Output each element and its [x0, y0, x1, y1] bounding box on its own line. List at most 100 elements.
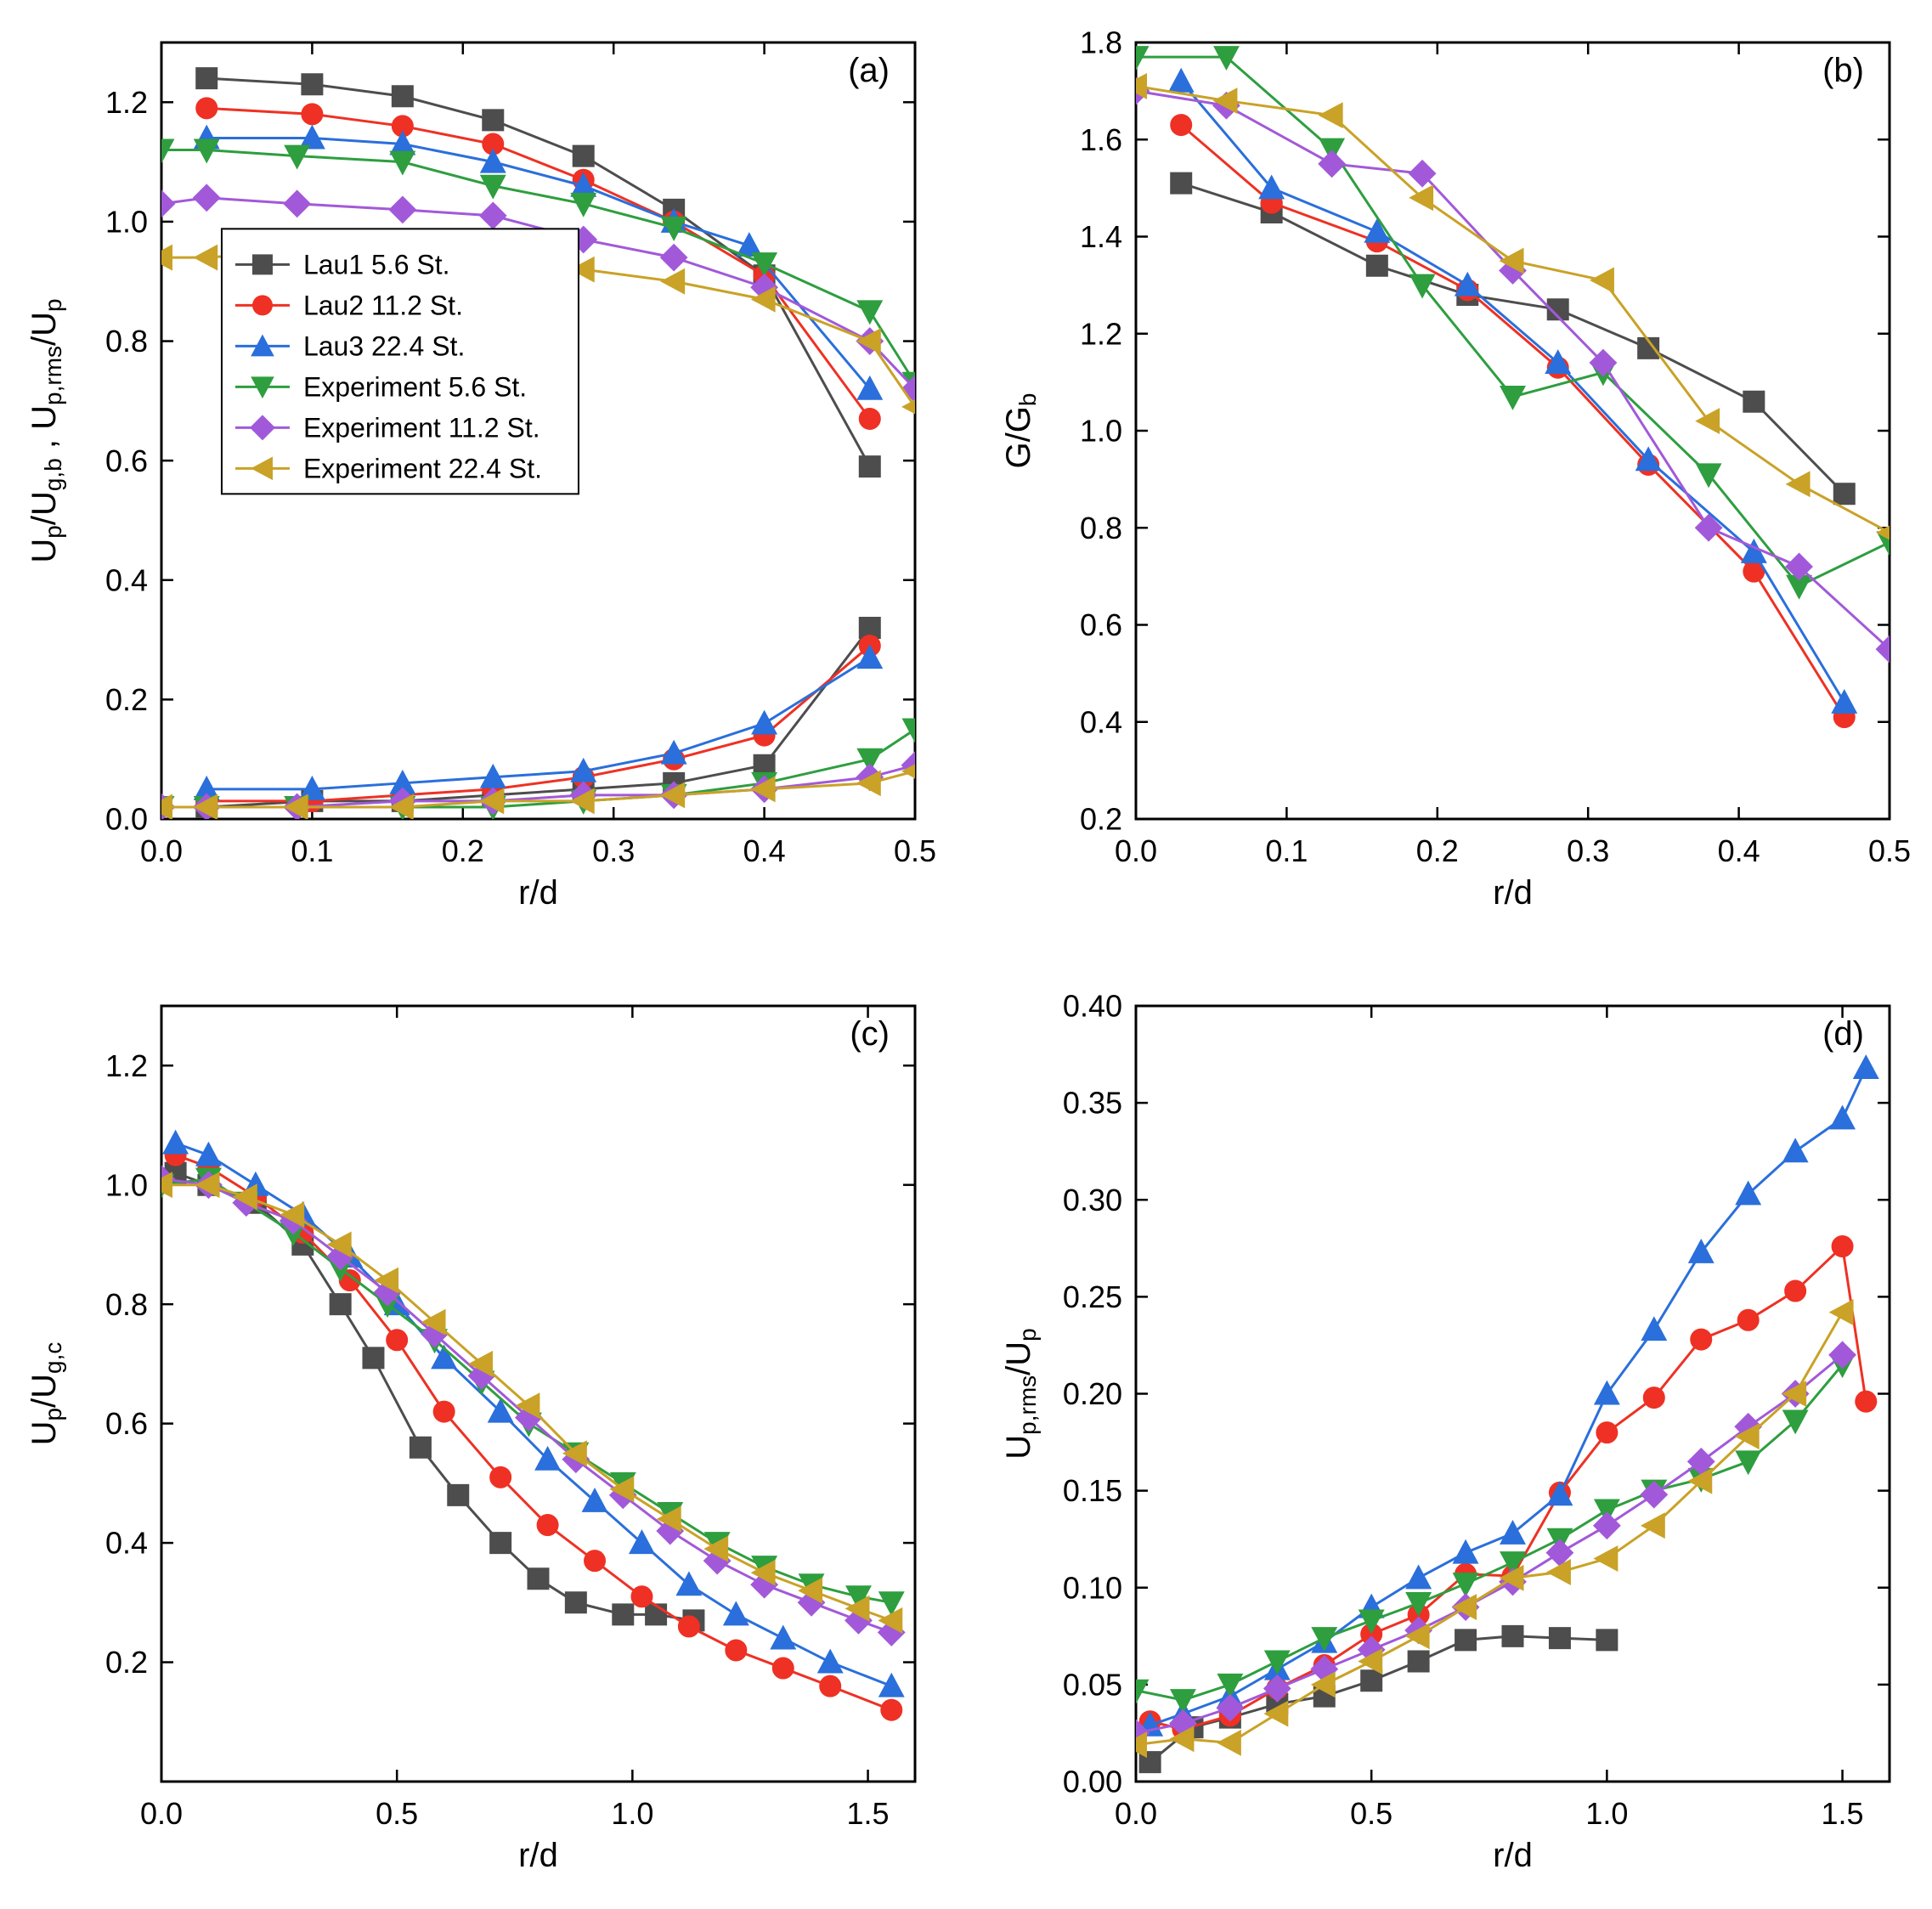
panel-a: 0.00.10.20.30.40.50.00.20.40.60.81.01.2r…	[17, 17, 941, 929]
xtick-label: 1.5	[1822, 1796, 1864, 1831]
ytick-label: 1.0	[105, 205, 148, 240]
ytick-label: 0.10	[1063, 1570, 1122, 1605]
x-axis-label: r/d	[1493, 1837, 1533, 1874]
xtick-label: 0.1	[1265, 833, 1308, 868]
xtick-label: 0.5	[894, 833, 936, 868]
xtick-label: 0.5	[376, 1796, 418, 1831]
marker-lau2	[1691, 1330, 1711, 1350]
marker-exp1	[1501, 387, 1525, 409]
xtick-label: 1.0	[611, 1796, 653, 1831]
marker-lau1	[1503, 1626, 1523, 1646]
marker-lau1	[1361, 1670, 1381, 1691]
ytick-label: 0.15	[1063, 1473, 1122, 1508]
ytick-label: 0.4	[105, 562, 148, 597]
y-axis-label: Up/Ug,c	[25, 1342, 66, 1446]
xtick-label: 1.0	[1585, 1796, 1628, 1831]
marker-exp3	[1831, 1301, 1853, 1324]
marker-lau2	[1833, 1236, 1853, 1257]
ytick-label: 1.4	[1080, 219, 1122, 254]
marker-exp1_top	[572, 194, 596, 216]
xtick-label: 0.5	[1868, 833, 1911, 868]
marker-lau2	[434, 1402, 455, 1422]
marker-exp1	[1172, 1690, 1195, 1712]
marker-lau3	[879, 1675, 903, 1697]
panel-d: 0.00.51.01.50.000.050.100.150.200.250.30…	[991, 980, 1915, 1892]
marker-exp3	[1697, 409, 1719, 433]
ytick-label: 0.2	[1080, 802, 1122, 837]
marker-lau1_top	[573, 146, 594, 167]
marker-lau1	[1596, 1629, 1617, 1650]
marker-lau2	[1785, 1281, 1805, 1302]
legend-label: Lau2 11.2 St.	[303, 291, 463, 321]
ytick-label: 0.8	[1080, 511, 1122, 545]
marker-exp1	[1218, 1675, 1242, 1697]
series-line-exp2	[1136, 91, 1890, 649]
series-line-exp1	[1136, 1364, 1843, 1700]
marker-lau2	[1171, 115, 1191, 135]
marker-lau3	[1501, 1522, 1525, 1544]
marker-lau3	[1454, 1541, 1477, 1563]
marker-lau3	[1596, 1382, 1619, 1404]
ytick-label: 0.8	[105, 324, 148, 359]
marker-lau1	[1550, 1628, 1570, 1648]
ytick-label: 0.2	[105, 1645, 148, 1680]
marker-lau1_top	[196, 68, 217, 88]
marker-lau3	[164, 1132, 188, 1154]
panel-label: (c)	[850, 1015, 890, 1053]
y-axis-label: Up,rms/Up	[1000, 1328, 1041, 1459]
x-axis-label: r/d	[518, 1837, 558, 1874]
marker-lau2	[538, 1515, 558, 1535]
chart-c: 0.00.51.01.50.20.40.60.81.01.2r/dUp/Ug,c…	[17, 980, 941, 1892]
xtick-label: 0.2	[442, 833, 484, 868]
marker-lau1_top	[860, 456, 880, 477]
ytick-label: 1.0	[1080, 414, 1122, 449]
legend-label: Experiment 22.4 St.	[303, 454, 542, 484]
panel-label: (d)	[1822, 1015, 1864, 1053]
marker-exp1_top	[858, 301, 882, 323]
marker-lau1	[566, 1592, 586, 1612]
marker-lau1	[1455, 1629, 1476, 1650]
xtick-label: 0.3	[592, 833, 635, 868]
marker-lau2	[1596, 1422, 1617, 1443]
marker-exp2_top	[285, 191, 310, 217]
ytick-label: 0.4	[1080, 704, 1122, 739]
series-line-exp1	[161, 1179, 891, 1603]
chart-b: 0.00.10.20.30.40.50.20.40.60.81.01.21.41…	[991, 17, 1915, 929]
marker-lau3	[1407, 1567, 1431, 1589]
marker-exp3	[1642, 1514, 1664, 1538]
marker-lau2_top	[860, 409, 880, 429]
marker-lau3	[1642, 1318, 1666, 1340]
marker-lau2	[387, 1330, 407, 1350]
chart-d: 0.00.51.01.50.000.050.100.150.200.250.30…	[991, 980, 1915, 1892]
ytick-label: 0.25	[1063, 1279, 1122, 1314]
marker-lau2	[1856, 1392, 1876, 1412]
marker-lau1	[528, 1568, 549, 1589]
y-axis-label: Up/Ug,b , Up,rms/Up	[25, 298, 66, 562]
marker-lau1	[330, 1294, 351, 1314]
marker-exp3	[1596, 1547, 1618, 1571]
xtick-label: 0.5	[1350, 1796, 1393, 1831]
marker-lau2	[881, 1700, 901, 1720]
x-axis-label: r/d	[518, 874, 558, 912]
marker-exp1_bot	[903, 720, 927, 742]
xtick-label: 0.3	[1567, 833, 1609, 868]
xtick-label: 0.0	[1115, 833, 1157, 868]
ytick-label: 0.6	[1080, 607, 1122, 642]
marker-lau1	[1834, 483, 1855, 504]
marker-exp3_top	[195, 246, 217, 269]
ytick-label: 0.05	[1063, 1667, 1122, 1702]
xtick-label: 0.1	[291, 833, 333, 868]
ytick-label: 0.30	[1063, 1183, 1122, 1217]
marker-lau2	[1738, 1310, 1759, 1330]
ytick-label: 1.0	[105, 1167, 148, 1202]
marker-lau2	[585, 1550, 605, 1571]
marker-lau3	[1854, 1056, 1878, 1078]
marker-lau2	[1644, 1387, 1664, 1408]
ytick-label: 1.2	[1080, 316, 1122, 351]
marker-lau2	[773, 1658, 794, 1679]
panel-c: 0.00.51.01.50.20.40.60.81.01.2r/dUp/Ug,c…	[17, 980, 941, 1892]
marker-lau1_top	[302, 74, 322, 94]
marker-lau2	[679, 1616, 699, 1636]
marker-lau3_bot	[753, 712, 777, 734]
panel-label: (a)	[848, 52, 890, 89]
